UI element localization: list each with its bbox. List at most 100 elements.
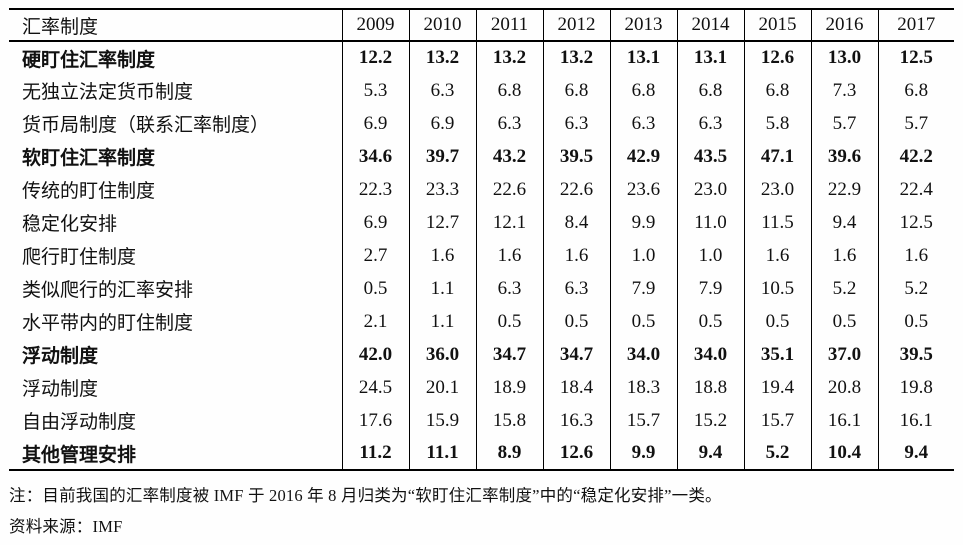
- cell-value: 12.2: [341, 41, 409, 74]
- cell-value: 11.1: [408, 437, 476, 470]
- cell-value: 9.4: [810, 206, 878, 239]
- cell-value: 8.9: [475, 437, 543, 470]
- cell-value: 1.6: [743, 239, 811, 272]
- year-header: 2015: [743, 9, 811, 42]
- cell-value: 10.4: [810, 437, 878, 470]
- cell-value: 1.1: [408, 305, 476, 338]
- cell-value: 1.6: [475, 239, 543, 272]
- row-label: 无独立法定货币制度: [22, 82, 194, 103]
- table-header-label: 汇率制度: [9, 9, 342, 42]
- cell-value: 0.5: [676, 305, 744, 338]
- table-row: 自由浮动制度 17.6 15.9 15.8 16.3 15.7 15.2 15.7 16.1 16…: [9, 404, 954, 437]
- cell-value: 6.8: [542, 74, 610, 107]
- cell-value: 16.1: [877, 404, 954, 437]
- row-label: 稳定化安排: [22, 214, 118, 235]
- row-label: 浮动制度: [22, 379, 99, 400]
- table-body: 硬盯住汇率制度 12.2 13.2 13.2 13.2 13.1 13.1 12.6 13.0 1…: [9, 41, 954, 470]
- cell-value: 15.8: [475, 404, 543, 437]
- cell-value: 12.5: [877, 41, 954, 74]
- cell-value: 18.9: [475, 371, 543, 404]
- cell-value: 0.5: [542, 305, 610, 338]
- table-row: 传统的盯住制度 22.3 23.3 22.6 22.6 23.6 23.0 23.0 22.9 2…: [9, 173, 954, 206]
- cell-value: 43.5: [676, 140, 744, 173]
- table-row: 货币局制度（联系汇率制度） 6.9 6.9 6.3 6.3 6.3 6.3 5.8 5.7 5.7: [9, 107, 954, 140]
- cell-value: 6.9: [341, 206, 409, 239]
- cell-value: 13.1: [609, 41, 677, 74]
- cell-value: 15.2: [676, 404, 744, 437]
- cell-value: 0.5: [475, 305, 543, 338]
- cell-value: 1.0: [609, 239, 677, 272]
- cell-value: 13.2: [408, 41, 476, 74]
- table-row: 无独立法定货币制度 5.3 6.3 6.8 6.8 6.8 6.8 6.8 7.3 6.8: [9, 74, 954, 107]
- row-label: 传统的盯住制度: [22, 181, 156, 202]
- cell-value: 13.2: [475, 41, 543, 74]
- cell-value: 5.2: [810, 272, 878, 305]
- cell-value: 17.6: [341, 404, 409, 437]
- exchange-rate-regime-table: 汇率制度 2009 2010 2011 2012 2013 2014 2015 2016 201…: [9, 8, 954, 471]
- cell-value: 13.0: [810, 41, 878, 74]
- cell-value: 0.5: [341, 272, 409, 305]
- cell-value: 1.1: [408, 272, 476, 305]
- cell-value: 20.1: [408, 371, 476, 404]
- note-block: 注：目前我国的汇率制度被 IMF 于 2016 年 8 月归类为“软盯住汇率制度…: [9, 480, 954, 542]
- cell-value: 22.6: [475, 173, 543, 206]
- cell-value: 5.2: [877, 272, 954, 305]
- cell-value: 9.4: [877, 437, 954, 470]
- row-label: 硬盯住汇率制度: [22, 49, 156, 71]
- year-header: 2013: [609, 9, 677, 42]
- cell-value: 13.1: [676, 41, 744, 74]
- cell-value: 11.2: [341, 437, 409, 470]
- cell-value: 19.4: [743, 371, 811, 404]
- cell-value: 23.6: [609, 173, 677, 206]
- year-header: 2012: [542, 9, 610, 42]
- cell-value: 15.7: [609, 404, 677, 437]
- row-label: 水平带内的盯住制度: [22, 313, 194, 334]
- cell-value: 47.1: [743, 140, 811, 173]
- cell-value: 6.8: [475, 74, 543, 107]
- year-header: 2011: [475, 9, 543, 42]
- cell-value: 23.0: [676, 173, 744, 206]
- cell-value: 6.3: [609, 107, 677, 140]
- cell-value: 18.4: [542, 371, 610, 404]
- cell-value: 34.0: [676, 338, 744, 371]
- cell-value: 34.7: [542, 338, 610, 371]
- cell-value: 6.3: [475, 107, 543, 140]
- table-row: 水平带内的盯住制度 2.1 1.1 0.5 0.5 0.5 0.5 0.5 0.5 0.5: [9, 305, 954, 338]
- row-label: 自由浮动制度: [22, 412, 137, 433]
- cell-value: 39.6: [810, 140, 878, 173]
- cell-value: 0.5: [609, 305, 677, 338]
- cell-value: 0.5: [743, 305, 811, 338]
- row-label: 其他管理安排: [22, 444, 137, 466]
- cell-value: 19.8: [877, 371, 954, 404]
- cell-value: 24.5: [341, 371, 409, 404]
- cell-value: 6.3: [475, 272, 543, 305]
- cell-value: 1.6: [542, 239, 610, 272]
- cell-value: 22.4: [877, 173, 954, 206]
- cell-value: 8.4: [542, 206, 610, 239]
- cell-value: 6.9: [341, 107, 409, 140]
- table-header-row: 汇率制度 2009 2010 2011 2012 2013 2014 2015 2016 201…: [9, 9, 954, 42]
- table-note: 注：目前我国的汇率制度被 IMF 于 2016 年 8 月归类为“软盯住汇率制度…: [9, 486, 722, 505]
- cell-value: 37.0: [810, 338, 878, 371]
- cell-value: 6.8: [877, 74, 954, 107]
- cell-value: 22.9: [810, 173, 878, 206]
- cell-value: 39.5: [542, 140, 610, 173]
- cell-value: 10.5: [743, 272, 811, 305]
- cell-value: 1.6: [408, 239, 476, 272]
- cell-value: 39.5: [877, 338, 954, 371]
- cell-value: 12.1: [475, 206, 543, 239]
- row-label: 软盯住汇率制度: [22, 148, 156, 169]
- table-row: 类似爬行的汇率安排 0.5 1.1 6.3 6.3 7.9 7.9 10.5 5.2 5.2: [9, 272, 954, 305]
- cell-value: 39.7: [408, 140, 476, 173]
- cell-value: 18.3: [609, 371, 677, 404]
- cell-value: 6.3: [408, 74, 476, 107]
- cell-value: 1.6: [810, 239, 878, 272]
- cell-value: 7.3: [810, 74, 878, 107]
- cell-value: 5.8: [743, 107, 811, 140]
- cell-value: 5.2: [743, 437, 811, 470]
- cell-value: 6.3: [542, 107, 610, 140]
- cell-value: 42.9: [609, 140, 677, 173]
- year-header: 2009: [341, 9, 409, 42]
- table-source: 资料来源：IMF: [9, 517, 123, 536]
- row-label: 爬行盯住制度: [22, 247, 137, 268]
